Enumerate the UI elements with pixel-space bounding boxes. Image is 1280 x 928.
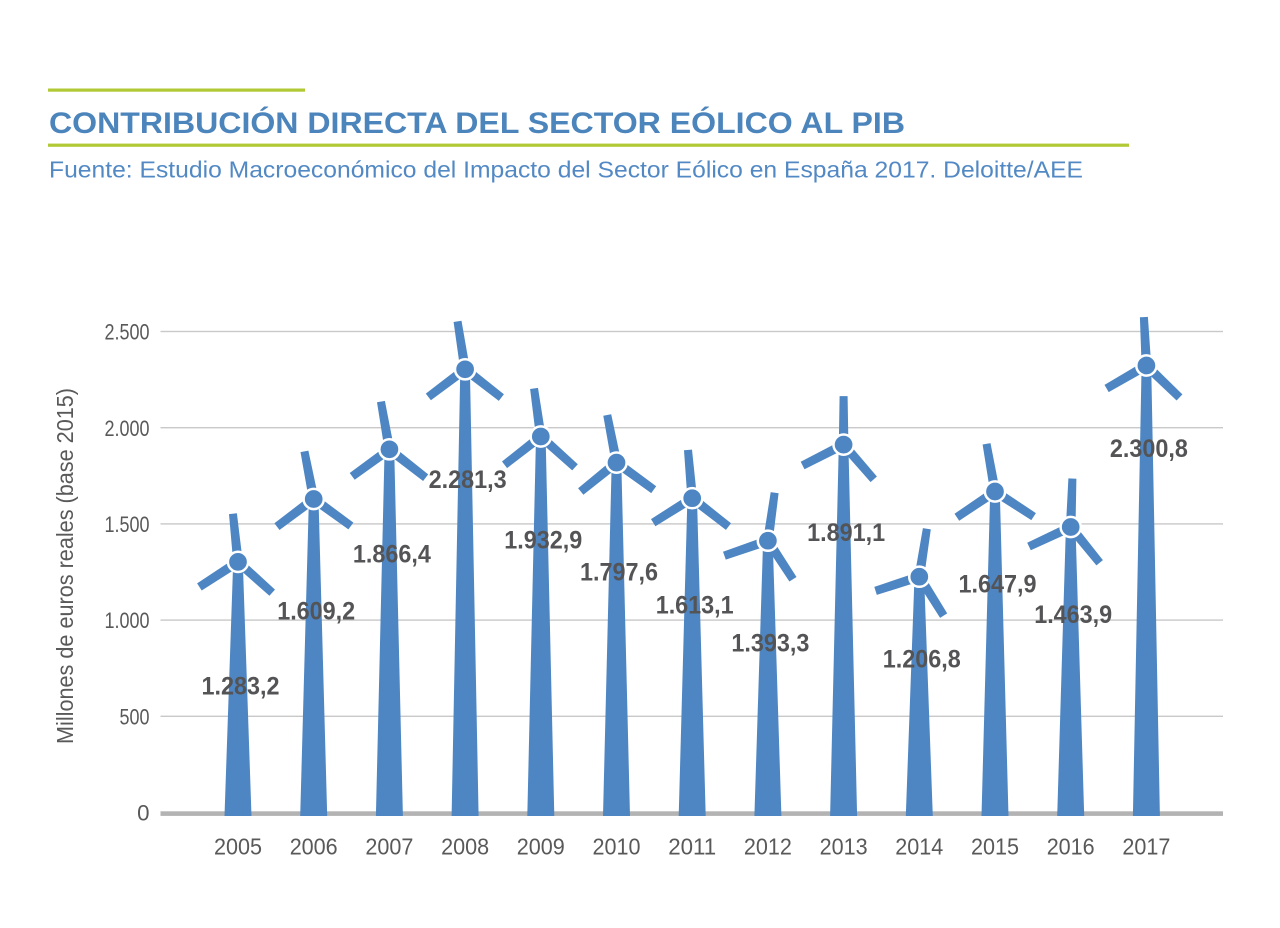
svg-text:Fuente: Estudio Macroeconómico: Fuente: Estudio Macroeconómico del Impac… — [49, 157, 1083, 183]
svg-text:2017: 2017 — [1122, 834, 1170, 860]
svg-text:2011: 2011 — [668, 834, 716, 860]
svg-text:Millones de euros reales (base: Millones de euros reales (base 2015) — [52, 388, 78, 744]
svg-text:1.000: 1.000 — [105, 608, 150, 633]
svg-text:2.300,8: 2.300,8 — [1110, 435, 1188, 463]
svg-text:1.609,2: 1.609,2 — [277, 598, 355, 626]
svg-text:2.500: 2.500 — [105, 320, 150, 345]
svg-text:2005: 2005 — [214, 834, 262, 860]
svg-text:1.463,9: 1.463,9 — [1034, 601, 1112, 629]
svg-text:2014: 2014 — [895, 834, 943, 860]
svg-text:1.647,9: 1.647,9 — [959, 570, 1037, 598]
svg-text:1.500: 1.500 — [105, 512, 150, 537]
svg-text:1.891,1: 1.891,1 — [807, 519, 885, 547]
svg-text:2.281,3: 2.281,3 — [429, 466, 507, 494]
svg-text:CONTRIBUCIÓN DIRECTA DEL SECTO: CONTRIBUCIÓN DIRECTA DEL SECTOR EÓLICO A… — [49, 106, 905, 140]
svg-text:500: 500 — [120, 704, 150, 729]
svg-text:2015: 2015 — [971, 834, 1019, 860]
svg-text:2013: 2013 — [820, 834, 868, 860]
svg-text:0: 0 — [137, 801, 149, 826]
svg-text:2009: 2009 — [517, 834, 565, 860]
svg-text:2016: 2016 — [1047, 834, 1095, 860]
svg-text:2006: 2006 — [290, 834, 338, 860]
svg-text:2008: 2008 — [441, 834, 489, 860]
svg-text:2012: 2012 — [744, 834, 792, 860]
svg-text:1.613,1: 1.613,1 — [656, 592, 734, 620]
svg-text:1.866,4: 1.866,4 — [353, 540, 431, 568]
svg-text:1.393,3: 1.393,3 — [731, 630, 809, 658]
svg-text:2010: 2010 — [593, 834, 641, 860]
svg-text:1.206,8: 1.206,8 — [883, 646, 961, 674]
svg-text:1.283,2: 1.283,2 — [202, 672, 280, 700]
svg-text:2007: 2007 — [365, 834, 413, 860]
svg-text:2.000: 2.000 — [105, 416, 150, 441]
svg-text:1.932,9: 1.932,9 — [504, 527, 582, 555]
svg-text:1.797,6: 1.797,6 — [580, 558, 658, 586]
